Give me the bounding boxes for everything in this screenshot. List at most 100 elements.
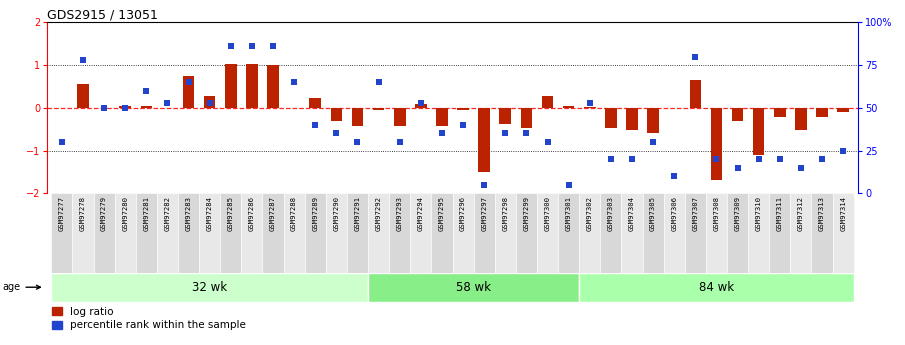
Text: GSM97296: GSM97296 [460,196,466,230]
Bar [183,76,195,108]
Bar [267,65,279,108]
Text: GSM97309: GSM97309 [735,196,740,230]
Bar [579,193,600,273]
Bar [748,193,769,273]
Text: GSM97287: GSM97287 [270,196,276,230]
Point [710,156,724,162]
Point [773,156,787,162]
Bar [220,193,242,273]
Bar [622,193,643,273]
Bar [837,108,849,112]
Bar [643,193,663,273]
Bar [115,193,136,273]
Bar [579,273,853,302]
Point [181,79,195,85]
Bar [600,193,622,273]
Bar [157,193,178,273]
Text: GSM97299: GSM97299 [523,196,529,230]
Bar [136,193,157,273]
Text: GSM97311: GSM97311 [776,196,783,230]
Bar [753,108,765,155]
Point [97,105,111,110]
Bar [558,193,579,273]
Bar [368,193,389,273]
Text: GSM97313: GSM97313 [819,196,825,230]
Bar [584,107,595,108]
Text: GSM97277: GSM97277 [59,196,65,230]
Text: GSM97302: GSM97302 [586,196,593,230]
Bar [410,193,432,273]
Bar [347,193,368,273]
Bar [495,193,516,273]
Point [287,79,301,85]
Text: GSM97292: GSM97292 [376,196,382,230]
Bar [310,98,321,108]
Bar [52,193,72,273]
Bar [479,108,490,172]
Text: GSM97279: GSM97279 [101,196,107,230]
Point [583,100,597,106]
Text: GSM97291: GSM97291 [355,196,360,230]
Bar [769,193,790,273]
Text: GSM97290: GSM97290 [333,196,339,230]
Bar [246,64,258,108]
Point [139,88,154,93]
Bar [516,193,537,273]
Bar [473,193,495,273]
Bar [710,108,722,180]
Bar [262,193,283,273]
Text: GSM97289: GSM97289 [312,196,319,230]
Bar [436,108,448,126]
Text: GSM97283: GSM97283 [186,196,192,230]
Text: GSM97280: GSM97280 [122,196,129,230]
Point [54,139,69,145]
Bar [140,106,152,108]
Point [730,165,745,170]
Bar [72,193,93,273]
Bar [833,193,853,273]
Point [393,139,407,145]
Bar [283,193,305,273]
Text: GSM97286: GSM97286 [249,196,255,230]
Point [414,100,428,106]
Bar [199,193,220,273]
Point [540,139,555,145]
Point [434,131,449,136]
Text: GSM97300: GSM97300 [545,196,550,230]
Point [76,57,91,63]
Bar [542,96,553,108]
Bar [305,193,326,273]
Text: GSM97282: GSM97282 [165,196,170,230]
Bar [732,108,743,121]
Bar [537,193,558,273]
Bar [52,273,368,302]
Text: GSM97295: GSM97295 [439,196,445,230]
Bar [204,96,215,108]
Bar [812,193,833,273]
Text: GSM97301: GSM97301 [566,196,572,230]
Bar [452,193,473,273]
Text: GSM97294: GSM97294 [418,196,424,230]
Point [456,122,471,128]
Text: GSM97304: GSM97304 [629,196,635,230]
Bar [373,108,385,110]
Text: GSM97305: GSM97305 [650,196,656,230]
Point [308,122,322,128]
Text: GSM97284: GSM97284 [206,196,213,230]
Text: GSM97285: GSM97285 [228,196,233,230]
Bar [326,193,347,273]
Bar [389,193,410,273]
Text: GSM97288: GSM97288 [291,196,297,230]
Point [667,173,681,179]
Bar [457,108,469,110]
Point [477,182,491,187]
Text: GSM97314: GSM97314 [840,196,846,230]
Bar [500,108,511,124]
Bar [242,193,262,273]
Bar [77,84,89,108]
Text: 58 wk: 58 wk [456,281,491,294]
Bar [178,193,199,273]
Point [519,131,534,136]
Text: GSM97297: GSM97297 [481,196,487,230]
Bar [415,105,426,108]
